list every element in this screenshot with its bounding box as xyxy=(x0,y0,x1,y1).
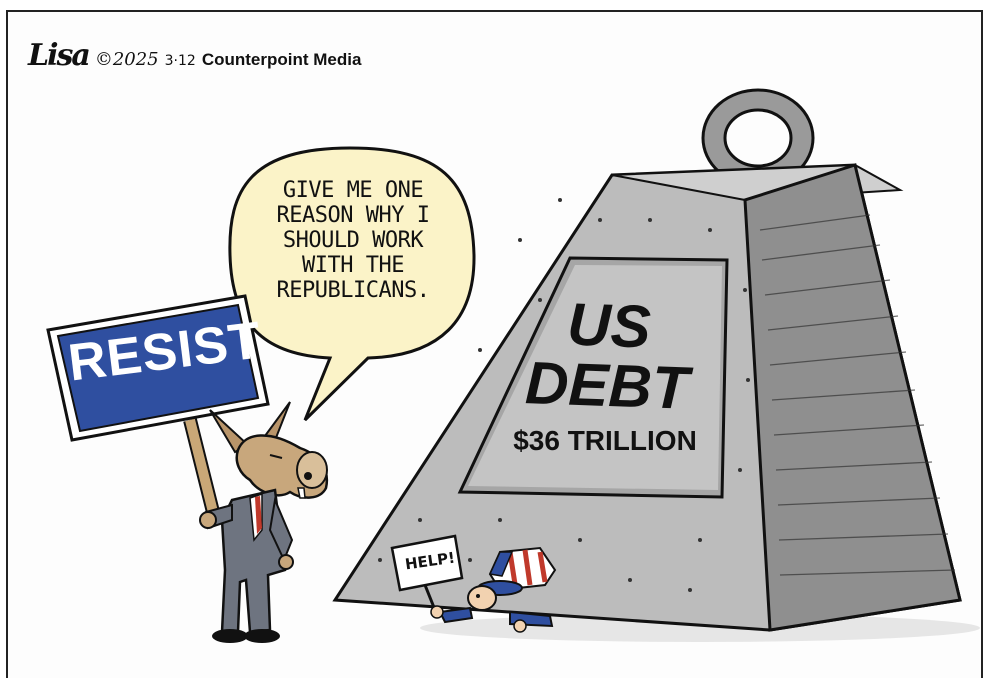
speech-line: REASON WHY I xyxy=(276,203,430,228)
ground-shadow xyxy=(420,614,980,642)
artist-signature: Lisa xyxy=(28,38,91,73)
weight-body xyxy=(332,163,962,632)
speech-bubble xyxy=(228,146,476,422)
artist-credit: Lisa ©2025 3·12 Counterpoint Media xyxy=(28,38,361,73)
speech-line: GIVE ME ONE xyxy=(282,178,424,203)
uncle-sam-figure xyxy=(390,534,557,633)
speech-line: SHOULD WORK xyxy=(282,228,424,253)
resist-sign xyxy=(46,294,270,522)
speech-bubble-text: GIVE ME ONE REASON WHY I SHOULD WORK WIT… xyxy=(238,178,468,303)
speech-line: REPUBLICANS. xyxy=(276,278,430,303)
credit-year: ©2025 xyxy=(94,49,159,70)
credit-publisher: Counterpoint Media xyxy=(201,50,362,69)
weight-label: US DEBT xyxy=(494,291,722,422)
donkey-figure xyxy=(199,401,329,643)
credit-date: 3·12 xyxy=(164,53,196,69)
speech-line: WITH THE xyxy=(302,253,404,278)
weight-label-line2: DEBT xyxy=(524,349,690,422)
debt-amount: $36 TRILLION xyxy=(513,425,697,456)
